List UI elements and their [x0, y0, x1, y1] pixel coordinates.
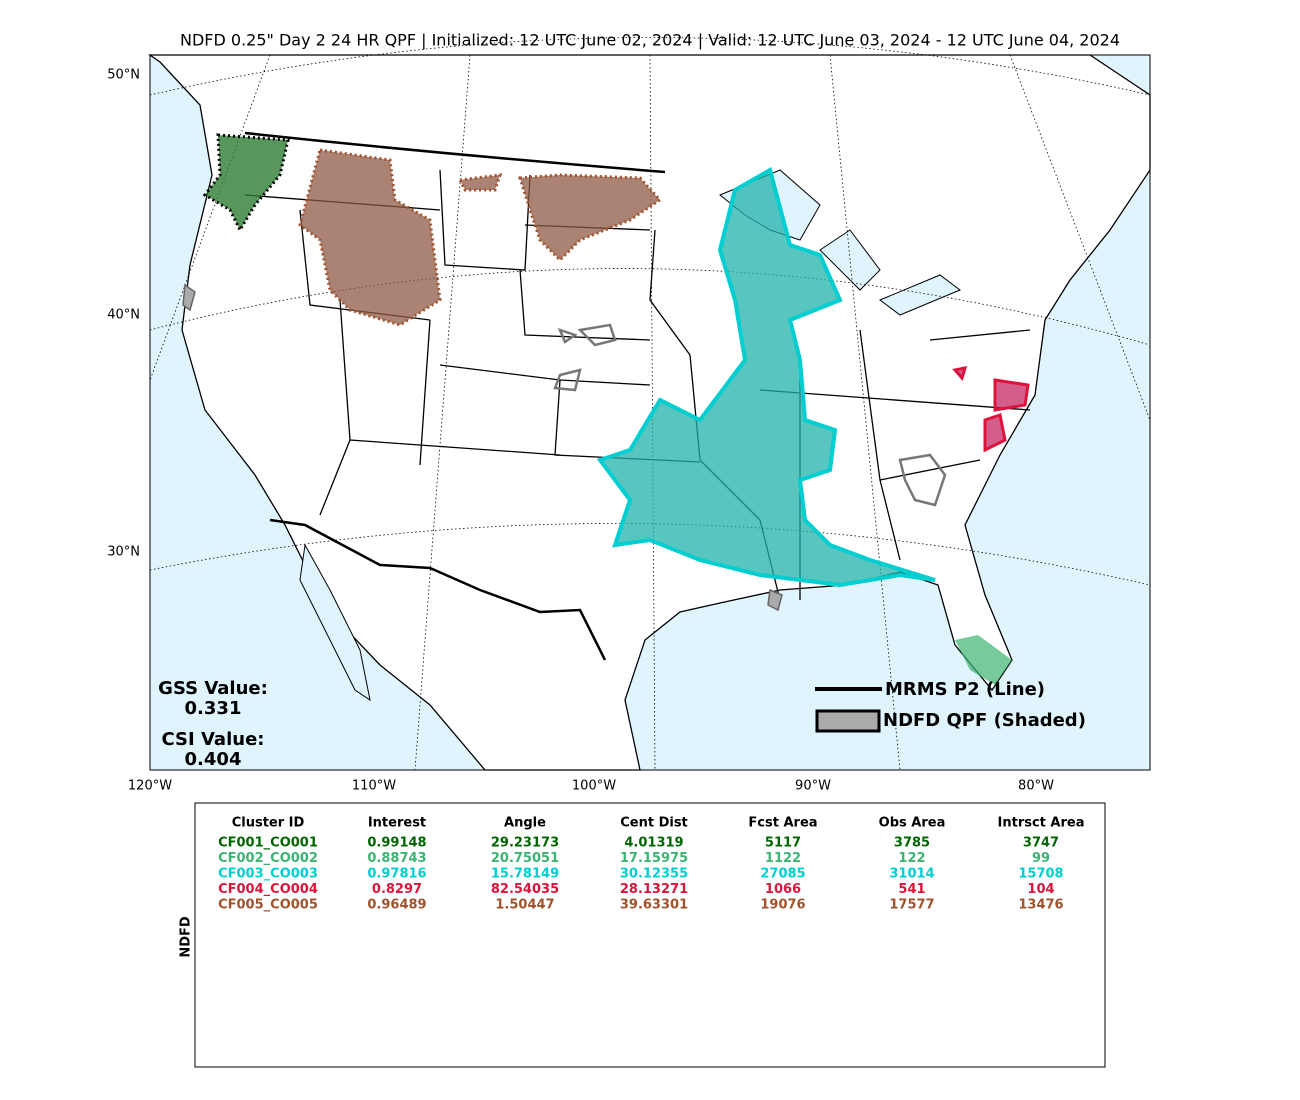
table-cell: 3785 [894, 836, 930, 851]
table-cell: 27085 [760, 867, 805, 882]
table-cell: 99 [1032, 851, 1050, 866]
table-cell: 17.15975 [620, 851, 688, 866]
mrms-small [553, 323, 947, 507]
table: Cluster ID Interest Angle Cent Dist Fcst Are… [218, 816, 1084, 913]
title: NDFD 0.25" Day 2 24 HR QPF | Initialized… [180, 31, 1120, 50]
table-cell: 28.13271 [620, 882, 688, 897]
column-header: Cent Dist [620, 816, 688, 831]
table-cell: 13476 [1018, 898, 1063, 913]
lon-label: 90°W [795, 779, 831, 794]
lat-label: 40°N [107, 308, 140, 323]
legend-swatch [815, 709, 881, 733]
stats: GSS Value:0.331 CSI Value:0.404 [158, 678, 268, 770]
table-cell: CF003_CO003 [218, 867, 318, 882]
table-cell: 19076 [760, 898, 805, 913]
cluster-2 [955, 635, 1012, 685]
cluster-1 [202, 133, 290, 234]
lon-label: 110°W [352, 779, 396, 794]
table-cell: 541 [898, 882, 925, 897]
column-header: Angle [504, 816, 546, 831]
table-cell: 0.99148 [367, 836, 426, 851]
column-header: Obs Area [879, 816, 946, 831]
table-cell: 15.78149 [491, 867, 559, 882]
table-cell: 0.8297 [372, 882, 422, 897]
table-cell: 15708 [1018, 867, 1063, 882]
stat-label: GSS Value: [158, 678, 268, 699]
legend-label: MRMS P2 (Line) [885, 679, 1045, 700]
graticule [149, 37, 1151, 771]
cluster-3 [596, 166, 936, 588]
table-cell: 1066 [765, 882, 801, 897]
table-cell: 82.54035 [491, 882, 559, 897]
table-cell: 4.01319 [624, 836, 683, 851]
axis-labels: 50°N 40°N 30°N 120°W 110°W 100°W 90°W 80°W [107, 68, 1054, 794]
table-cell: 31014 [889, 867, 934, 882]
legend: MRMS P2 (Line) NDFD QPF (Shaded) [815, 679, 1086, 733]
lon-label: 80°W [1018, 779, 1054, 794]
stat-value: 0.331 [185, 698, 242, 719]
column-header: Cluster ID [232, 816, 305, 831]
map [147, 37, 1151, 771]
stat-label: CSI Value: [162, 729, 265, 750]
cluster-5 [298, 148, 663, 327]
stat-value: 0.404 [185, 749, 242, 770]
table-cell: 1122 [765, 851, 801, 866]
lat-label: 30°N [107, 545, 140, 560]
table-cell: 17577 [889, 898, 934, 913]
ndfd-small [182, 283, 783, 612]
column-header: Intrsct Area [998, 816, 1085, 831]
gulf-of-california [299, 543, 371, 702]
table-cell: 20.75051 [491, 851, 559, 866]
table-cell: 104 [1027, 882, 1054, 897]
table-cell: CF004_CO004 [218, 882, 318, 897]
table-frame [194, 802, 1106, 1068]
border [244, 131, 666, 661]
table-cell: 39.63301 [620, 898, 688, 913]
table-cell: 30.12355 [620, 867, 688, 882]
table-cell: 1.50447 [495, 898, 554, 913]
legend-label: NDFD QPF (Shaded) [883, 710, 1086, 731]
column-header: Fcst Area [748, 816, 817, 831]
lon-label: 100°W [572, 779, 616, 794]
table-cell: 29.23173 [491, 836, 559, 851]
column-header: Interest [368, 816, 426, 831]
table-cell: 0.97816 [367, 867, 426, 882]
lon-label: 120°W [128, 779, 172, 794]
table-cell: 3747 [1023, 836, 1059, 851]
table-cell: 122 [898, 851, 925, 866]
map-frame [149, 54, 1151, 771]
table-side-label: NDFD [179, 916, 194, 958]
table-cell: CF002_CO002 [218, 851, 318, 866]
table-cell: 0.96489 [367, 898, 426, 913]
table-cell: 0.88743 [367, 851, 426, 866]
lat-label: 50°N [107, 68, 140, 83]
table-cell: 5117 [765, 836, 801, 851]
cluster-4 [952, 366, 1030, 453]
table-cell: CF005_CO005 [218, 898, 318, 913]
table-cell: CF001_CO001 [218, 836, 318, 851]
